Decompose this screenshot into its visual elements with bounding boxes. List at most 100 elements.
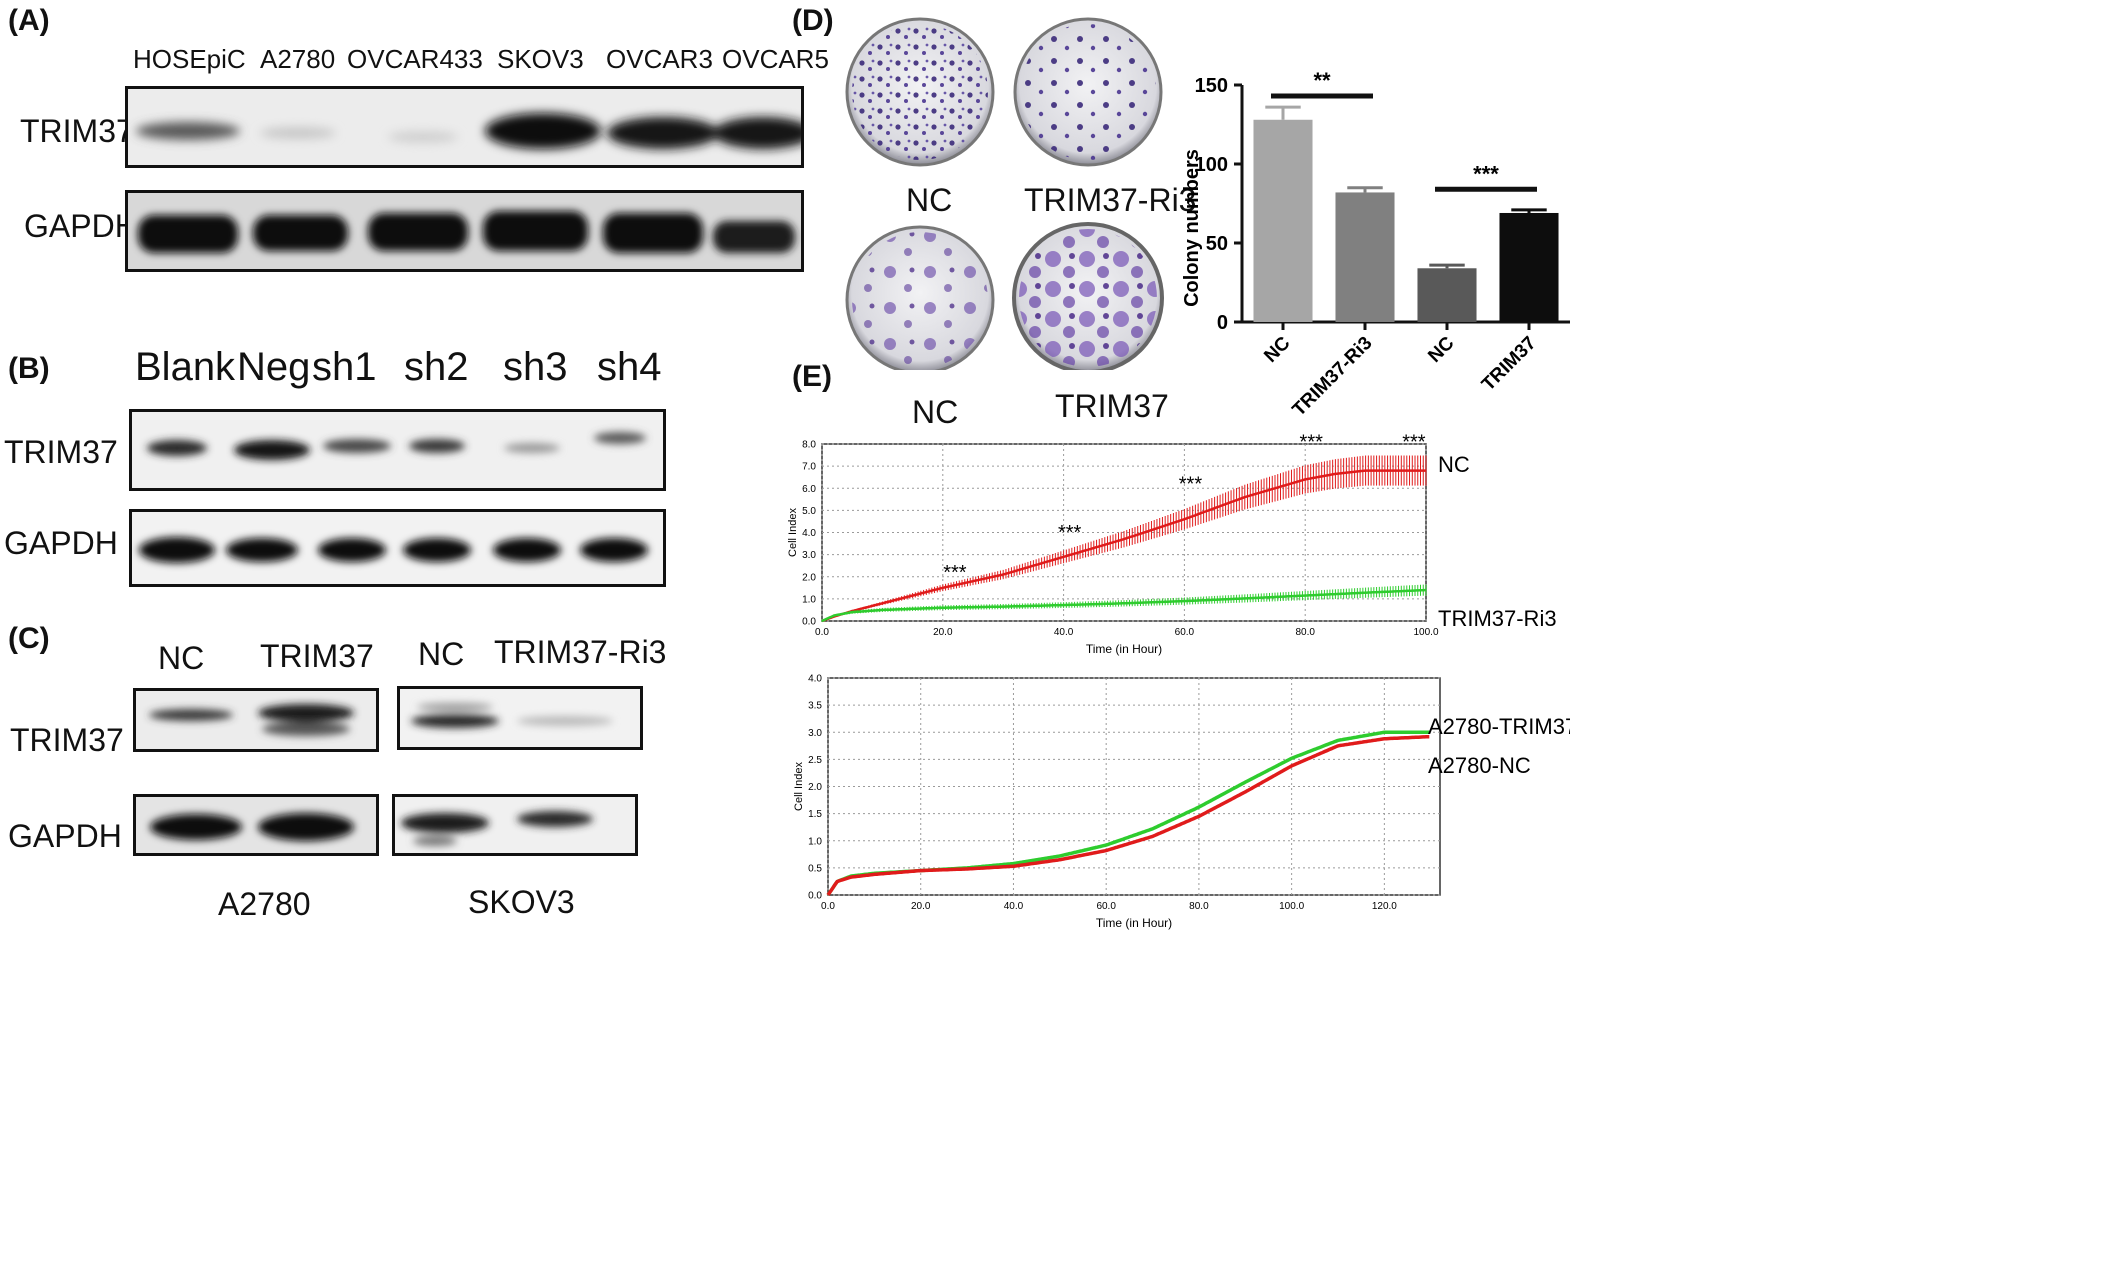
plate-label-nc-bottom: NC xyxy=(912,394,959,430)
series-label: TRIM37-Ri3 xyxy=(1438,606,1557,631)
bar xyxy=(1499,212,1559,322)
blot-c-a2780-trim37 xyxy=(133,688,379,752)
xtick-label: 20.0 xyxy=(911,901,931,912)
lane-label-a2780: A2780 xyxy=(260,44,336,74)
panel-label-e: (E) xyxy=(792,360,832,393)
ytick-label: 3.0 xyxy=(802,550,816,561)
lane-label-sh3: sh3 xyxy=(503,345,568,389)
bar-ytick-label: 0 xyxy=(1217,312,1228,334)
blot-c-skov3-trim37-bands xyxy=(411,703,613,728)
blot-c-a2780-gapdh xyxy=(133,794,379,856)
ytick-label: 1.0 xyxy=(808,836,822,847)
lane-label-nc-right: NC xyxy=(418,636,465,672)
bar-ytick-label: 50 xyxy=(1206,233,1228,255)
significance-label: *** xyxy=(1473,161,1499,186)
series-trim37-ri3 xyxy=(821,584,1427,623)
xtick-label: 0.0 xyxy=(815,627,829,638)
panel-label-a: (A) xyxy=(8,4,50,37)
ytick-label: 3.0 xyxy=(808,728,822,739)
xtick-label: 100.0 xyxy=(1279,901,1304,912)
lane-label-skov3: SKOV3 xyxy=(497,44,584,74)
blot-c-skov3-trim37 xyxy=(397,686,643,750)
blot-c-a2780-gapdh-bands xyxy=(150,813,354,841)
series-label: A2780-TRIM37 xyxy=(1428,714,1570,739)
row-label-gapdh: GAPDH xyxy=(24,208,138,244)
xtick-label: 80.0 xyxy=(1295,627,1315,638)
lane-label-blank: Blank xyxy=(135,345,236,389)
bar-category-label: NC xyxy=(1260,332,1294,366)
series-line xyxy=(826,734,1430,896)
row-label-trim37: TRIM37 xyxy=(10,722,124,758)
plate-label-nc-top: NC xyxy=(906,182,953,218)
series-line xyxy=(821,469,1426,623)
plate-trim37-ri3-top-colonies xyxy=(1020,24,1156,160)
bar-ytick-label: 150 xyxy=(1195,75,1228,97)
bar-category-label: TRIM37-Ri3 xyxy=(1289,333,1377,421)
xtick-label: 40.0 xyxy=(1054,627,1074,638)
xtick-label: 60.0 xyxy=(1096,901,1116,912)
ytick-label: 0.0 xyxy=(802,617,816,628)
lane-label-sh1: sh1 xyxy=(312,345,377,389)
plate-label-trim37-ri3: TRIM37-Ri3 xyxy=(1024,182,1197,218)
ytick-label: 1.5 xyxy=(808,809,822,820)
bar-ytick-label: 100 xyxy=(1195,154,1228,176)
row-label-gapdh: GAPDH xyxy=(8,818,122,854)
series-label: A2780-NC xyxy=(1428,753,1531,778)
xtick-label: 120.0 xyxy=(1372,901,1397,912)
blot-b-trim37 xyxy=(129,409,666,491)
series-label: NC xyxy=(1438,452,1470,477)
plate-label-trim37-bottom: TRIM37 xyxy=(1055,388,1169,424)
ytick-label: 4.0 xyxy=(802,528,816,539)
series-nc xyxy=(821,455,1427,623)
plate-trim37-bottom-colonies xyxy=(1019,229,1157,367)
ytick-label: 2.5 xyxy=(808,755,822,766)
bar xyxy=(1417,268,1477,322)
lane-label-nc-left: NC xyxy=(158,640,205,676)
blot-b-gapdh-bands xyxy=(139,537,648,563)
blot-b-gapdh xyxy=(129,509,666,587)
row-label-trim37: TRIM37 xyxy=(4,434,118,470)
significance-annotation: *** xyxy=(1300,431,1324,453)
ytick-label: 8.0 xyxy=(802,440,816,451)
xtick-label: 0.0 xyxy=(821,901,835,912)
cell-line-label-a2780: A2780 xyxy=(218,886,311,922)
ytick-label: 4.0 xyxy=(808,674,822,685)
ytick-label: 1.0 xyxy=(802,594,816,605)
significance-annotation: *** xyxy=(943,562,967,584)
yaxis-label: Cell Index xyxy=(793,762,805,811)
significance-label: ** xyxy=(1313,68,1331,93)
lane-label-neg: Neg xyxy=(237,345,311,389)
blot-a-gapdh-bands xyxy=(138,211,795,253)
blot-c-skov3-gapdh xyxy=(392,794,638,856)
ytick-label: 0.0 xyxy=(808,891,822,902)
ytick-label: 6.0 xyxy=(802,484,816,495)
xtick-label: 20.0 xyxy=(933,627,953,638)
cell-index-chart-knockdown: 0.0 20.0 40.0 60.0 80.0 100.0 0.0 1.0 2.0 3.0 4.0 5… xyxy=(787,431,1557,656)
row-label-trim37: TRIM37 xyxy=(20,113,134,149)
significance-annotation: *** xyxy=(1402,431,1426,453)
bar xyxy=(1335,192,1395,322)
xtick-label: 40.0 xyxy=(1004,901,1024,912)
bar-chart-ylabel: Colony numbers xyxy=(1181,149,1203,307)
bar-category-label: NC xyxy=(1424,332,1458,366)
xaxis-label: Time (in Hour) xyxy=(1096,916,1172,930)
lane-label-hosepic: HOSEpiC xyxy=(133,44,246,74)
blot-c-a2780-trim37-bands xyxy=(149,704,354,736)
xtick-label: 100.0 xyxy=(1413,627,1438,638)
lane-label-ovcar5: OVCAR5 xyxy=(722,44,829,74)
panel-label-c: (C) xyxy=(8,622,50,655)
panel-label-d: (D) xyxy=(792,4,834,37)
lane-label-ovcar433: OVCAR433 xyxy=(347,44,483,74)
ytick-label: 2.0 xyxy=(802,572,816,583)
blot-c-skov3-gapdh-bands xyxy=(401,811,593,846)
row-label-gapdh: GAPDH xyxy=(4,525,118,561)
series-a2780-nc xyxy=(826,734,1430,896)
lane-label-trim37-left: TRIM37 xyxy=(260,638,374,674)
ytick-label: 0.5 xyxy=(808,863,822,874)
lane-label-sh4: sh4 xyxy=(597,345,662,389)
lane-label-sh2: sh2 xyxy=(404,345,469,389)
ytick-label: 7.0 xyxy=(802,462,816,473)
series-line xyxy=(821,588,1427,623)
ytick-label: 2.0 xyxy=(808,782,822,793)
